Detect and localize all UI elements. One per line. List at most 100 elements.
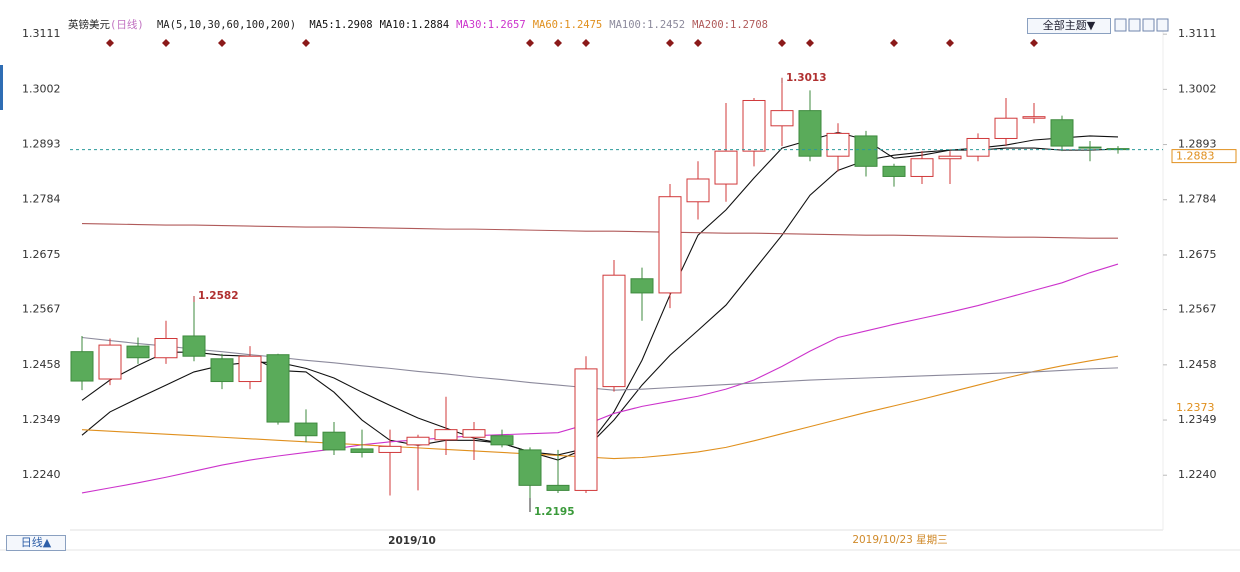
y-tick-label: 1.2675 (22, 248, 61, 261)
event-marker (302, 39, 310, 47)
candle-body (98, 344, 122, 380)
y-tick-label: 1.2784 (1178, 193, 1217, 206)
candle-body (434, 429, 458, 441)
event-marker (582, 39, 590, 47)
candle-body (574, 368, 598, 491)
legend-entry: MA5:1.2908 (309, 19, 373, 31)
ma-line (81, 263, 1119, 494)
candle-body (154, 338, 178, 359)
candle-body (770, 110, 794, 127)
candle-body (294, 422, 318, 437)
event-marker (106, 39, 114, 47)
candle-body (406, 436, 430, 446)
icon[interactable] (1128, 18, 1141, 32)
candle-body (518, 449, 542, 486)
candle-body (854, 135, 878, 167)
candle-body (910, 158, 934, 177)
event-marker (890, 39, 898, 47)
header: 英镑美元(日线) MA(5,10,30,60,100,200) MA5:1.29… (68, 17, 775, 32)
candle-body (742, 99, 766, 152)
candle-body (70, 351, 94, 382)
price-label: 1.2883 (1176, 150, 1215, 163)
annotation: 1.3013 (786, 72, 827, 84)
candle-body (378, 445, 402, 453)
event-marker (554, 39, 562, 47)
price-box (1171, 149, 1237, 164)
candle-body (266, 354, 290, 423)
event-marker (806, 39, 814, 47)
annotation: 1.2195 (534, 506, 575, 518)
marker-price: 1.2373 (1176, 401, 1215, 414)
legend-entry: MA100:1.2452 (609, 19, 686, 31)
icon[interactable] (1114, 18, 1127, 32)
ma-header: MA(5,10,30,60,100,200) (156, 19, 297, 31)
y-tick-label: 1.2240 (1178, 468, 1217, 481)
legend-entry: MA30:1.2657 (456, 19, 526, 31)
y-tick-label: 1.2567 (22, 303, 61, 316)
ma-line (81, 336, 1119, 391)
event-marker (218, 39, 226, 47)
candle-body (630, 278, 654, 294)
candle-body (658, 196, 682, 294)
event-marker (778, 39, 786, 47)
candle-body (686, 178, 710, 203)
candle-body (126, 345, 150, 359)
event-marker (946, 39, 954, 47)
candle-body (714, 150, 738, 185)
candle-body (602, 274, 626, 388)
y-tick-label: 1.2349 (1178, 413, 1217, 426)
candle-body (182, 335, 206, 357)
candle-body (938, 155, 962, 160)
candle-body (350, 448, 374, 453)
x-label: 2019/10 (388, 535, 436, 547)
y-tick-label: 1.2784 (22, 193, 61, 206)
candle-body (1050, 119, 1074, 147)
y-tick-label: 1.2458 (1178, 358, 1217, 371)
ma-line (81, 222, 1118, 239)
candle-body (462, 429, 486, 438)
y-tick-label: 1.3002 (22, 82, 61, 95)
candle-body (210, 358, 234, 383)
date-label: 2019/10/23 星期三 (852, 534, 947, 546)
candle-body (1022, 116, 1046, 119)
y-tick-label: 1.2458 (22, 358, 61, 371)
y-tick-label: 1.2567 (1178, 303, 1217, 316)
candle-body (826, 132, 850, 157)
candle-body (994, 117, 1018, 139)
annotation: 1.2582 (198, 290, 239, 302)
legend-entry: MA200:1.2708 (692, 19, 768, 31)
candle-body (322, 431, 346, 451)
side-accent (0, 65, 3, 110)
legend-entry: MA10:1.2884 (379, 19, 450, 31)
y-tick-label: 1.3111 (22, 27, 61, 40)
title: 英镑美元 (68, 19, 110, 31)
candle-body (238, 355, 262, 383)
theme-button[interactable]: 全部主题▼ (1027, 18, 1111, 34)
candle-body (490, 435, 514, 446)
period-button[interactable]: 日线▲ (6, 535, 66, 551)
y-tick-label: 1.2893 (1178, 138, 1217, 151)
y-tick-label: 1.3002 (1178, 82, 1217, 95)
candle-body (882, 165, 906, 177)
event-marker (162, 39, 170, 47)
icon[interactable] (1156, 18, 1169, 32)
y-tick-label: 1.2675 (1178, 248, 1217, 261)
icon[interactable] (1142, 18, 1155, 32)
period: (日线) (110, 19, 144, 31)
y-tick-label: 1.2240 (22, 468, 61, 481)
ma-line (81, 355, 1119, 460)
y-tick-label: 1.3111 (1178, 27, 1217, 40)
legend-entry: MA60:1.2475 (532, 19, 603, 31)
candle-body (966, 137, 990, 157)
event-marker (1030, 39, 1038, 47)
event-marker (526, 39, 534, 47)
candle-body (546, 484, 570, 491)
toolbar-icons (1114, 18, 1169, 32)
candle-body (1078, 146, 1102, 149)
y-tick-label: 1.2893 (22, 138, 61, 151)
candle-body (1106, 148, 1130, 151)
candle-body (798, 110, 822, 157)
event-marker (694, 39, 702, 47)
